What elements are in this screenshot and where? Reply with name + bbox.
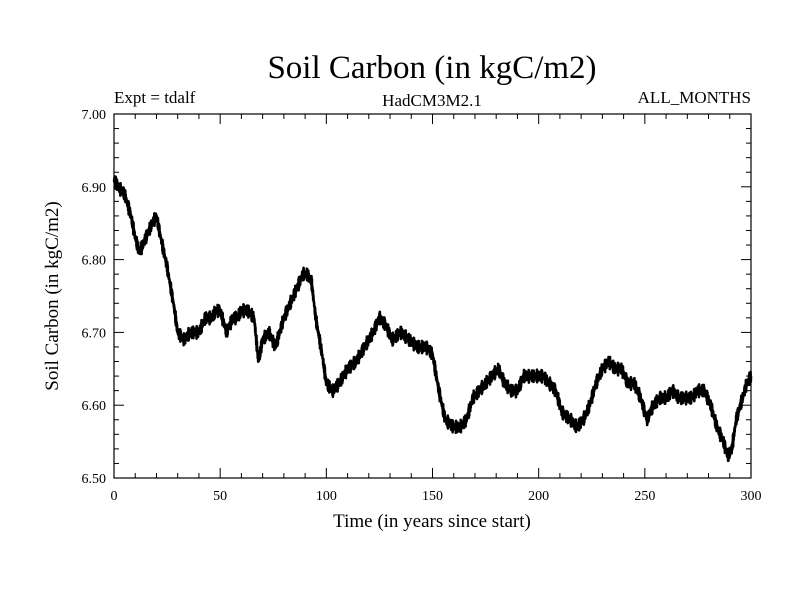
y-tick-labels: 6.50 6.60 6.70 6.80 6.90 7.00 — [82, 108, 107, 487]
y-tick-label: 6.50 — [82, 472, 107, 487]
y-tick-label: 7.00 — [82, 108, 107, 123]
x-axis-label: Time (in years since start) — [333, 511, 531, 532]
y-tick-label: 6.90 — [82, 181, 107, 196]
x-tick-labels: 0 50 100 150 200 250 300 — [111, 489, 762, 504]
y-tick-label: 6.60 — [82, 399, 107, 414]
x-tick-label: 100 — [316, 489, 337, 504]
subtitle-model: HadCM3M2.1 — [382, 91, 482, 110]
x-tick-label: 250 — [634, 489, 655, 504]
x-tick-label: 150 — [422, 489, 443, 504]
series-line — [112, 175, 753, 463]
x-tick-label: 50 — [213, 489, 227, 504]
chart-title: Soil Carbon (in kgC/m2) — [267, 50, 596, 86]
x-tick-label: 300 — [741, 489, 762, 504]
plot-frame — [113, 113, 752, 479]
y-axis-label: Soil Carbon (in kgC/m2) — [42, 201, 63, 390]
subtitle-months: ALL_MONTHS — [638, 88, 751, 107]
subtitle-experiment: Expt = tdalf — [114, 88, 196, 107]
x-tick-label: 200 — [528, 489, 549, 504]
y-tick-label: 6.70 — [82, 326, 107, 341]
y-tick-label: 6.80 — [82, 254, 107, 269]
axis-ticks — [113, 113, 752, 479]
x-tick-label: 0 — [111, 489, 118, 504]
